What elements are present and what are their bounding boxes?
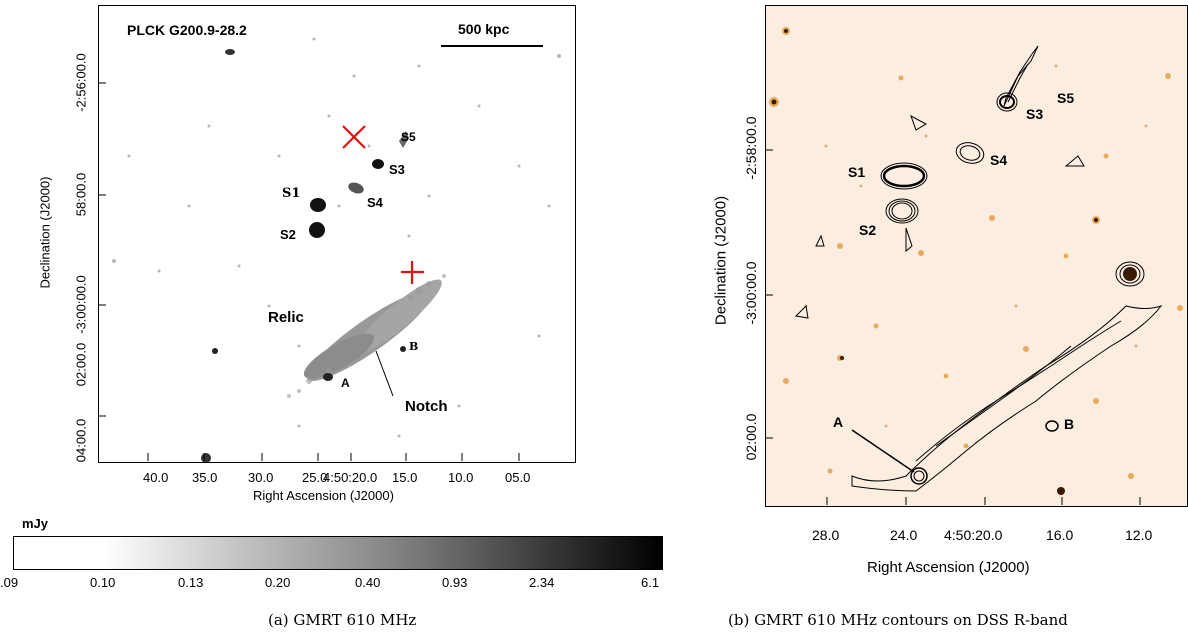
- colorbar-tick-1: 0.10: [90, 575, 116, 590]
- optical-image-b: [765, 5, 1188, 507]
- y-tick-a-2: -3:00:00.0: [73, 275, 89, 334]
- source-label-b-s1: S1: [848, 164, 866, 180]
- y-tick-b-0: -2:58:00.0: [743, 116, 759, 180]
- radio-emission-map: [112, 37, 561, 462]
- panel-b-ticks: [765, 149, 1141, 505]
- caption-a: (a) GMRT 610 MHz: [268, 611, 417, 629]
- x-tick-a-1: 35.0: [192, 470, 218, 485]
- y-tick-a-0: -2:56:00.0: [73, 53, 89, 112]
- contour-overlay: [769, 27, 1183, 495]
- source-label-b-b: B: [1064, 416, 1075, 432]
- x-tick-b-1: 24.0: [890, 527, 918, 543]
- x-tick-a-3: 25.0: [302, 470, 328, 485]
- x-tick-a-5: 15.0: [392, 470, 418, 485]
- colorbar-tick-3: 0.20: [265, 575, 291, 590]
- source-label-s3: S3: [389, 162, 405, 177]
- caption-b: (b) GMRT 610 MHz contours on DSS R-band: [728, 611, 1068, 629]
- colorbar-tick-4: 0.40: [355, 575, 381, 590]
- y-tick-a-4: 04:00.0: [73, 418, 89, 463]
- source-label-s2: S2: [280, 227, 296, 242]
- cluster-name: PLCK G200.9-28.2: [127, 22, 247, 38]
- x-marker: [342, 125, 366, 149]
- source-label-s4: S4: [367, 195, 383, 210]
- x-tick-b-2: 4:50:20.0: [944, 527, 1003, 543]
- colorbar-unit: mJy: [22, 516, 49, 531]
- colorbar-tick-0: .09: [0, 575, 19, 590]
- plus-marker: [401, 261, 424, 284]
- x-tick-a-7: 05.0: [505, 470, 531, 485]
- ylabel-b: Declination (J2000): [712, 195, 730, 326]
- x-tick-b-3: 16.0: [1046, 527, 1074, 543]
- panel-a-ticks: [98, 82, 520, 461]
- colorbar-tick-5: 0.93: [442, 575, 468, 590]
- xlabel-a: Right Ascension (J2000): [253, 488, 394, 503]
- colorbar-tick-2: 0.13: [178, 575, 204, 590]
- x-tick-a-0: 40.0: [143, 470, 169, 485]
- source-label-s5: S5: [401, 130, 416, 144]
- source-label-b-a: A: [833, 414, 844, 430]
- relic-label: Relic: [268, 309, 304, 326]
- source-label-b-s4: S4: [990, 152, 1008, 168]
- notch-label: Notch: [405, 398, 448, 415]
- radio-image-a: [98, 5, 576, 463]
- colorbar-tick-7: 6.1: [641, 575, 660, 590]
- y-tick-b-2: 02:00.0: [743, 413, 759, 461]
- source-label-b-s2: S2: [859, 222, 877, 238]
- ylabel-a: Declination (J2000): [37, 176, 53, 289]
- x-tick-a-6: 10.0: [448, 470, 474, 485]
- y-tick-a-1: 58:00.0: [73, 172, 89, 217]
- scalebar-label: 500 kpc: [458, 21, 510, 37]
- colorbar: [13, 536, 663, 570]
- source-label-b-s5: S5: [1057, 90, 1075, 106]
- x-tick-a-2: 30.0: [248, 470, 274, 485]
- x-tick-b-0: 28.0: [812, 527, 840, 543]
- source-label-b-s3: S3: [1026, 106, 1044, 122]
- x-tick-b-4: 12.0: [1125, 527, 1153, 543]
- y-tick-b-1: -3:00:00.0: [743, 261, 759, 325]
- source-label-b: B: [409, 340, 419, 353]
- colorbar-tick-6: 2.34: [529, 575, 555, 590]
- source-label-s1: S1: [282, 186, 301, 201]
- source-label-a: A: [341, 376, 350, 390]
- y-tick-a-3: 02:00.0: [73, 342, 89, 387]
- xlabel-b: Right Ascension (J2000): [867, 559, 1030, 576]
- x-tick-a-4: 4:50:20.0: [323, 470, 378, 485]
